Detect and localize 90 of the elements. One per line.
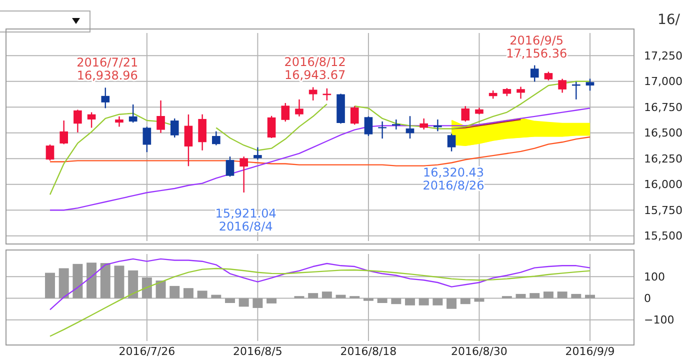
candlestick: [295, 98, 304, 118]
candlestick: [308, 86, 318, 102]
x-tick-label: 2016/7/26: [118, 345, 176, 358]
candlestick: [447, 133, 456, 152]
candlestick: [240, 156, 248, 194]
bar: [252, 298, 263, 308]
candlestick: [516, 86, 525, 100]
candlestick: [198, 114, 206, 151]
bar: [405, 298, 415, 306]
bar: [418, 298, 429, 306]
y-tick-label: 100: [644, 270, 665, 284]
bar: [363, 298, 374, 301]
candlestick: [254, 146, 262, 160]
candlestick: [530, 64, 539, 82]
y-tick-label: −100: [644, 314, 674, 327]
bar: [156, 280, 166, 298]
candlestick: [281, 102, 290, 122]
annotation: 16,320.43 2016/8/26: [422, 165, 484, 192]
annotation: 2016/9/5 17,156.36: [506, 33, 568, 60]
bar: [72, 264, 83, 298]
candlestick: [461, 106, 470, 122]
y-tick-label: 15,500: [644, 230, 682, 243]
bar: [557, 292, 568, 298]
bar: [58, 268, 69, 298]
text: 16/: [657, 12, 680, 28]
x-tick-label: 2016/8/30: [451, 345, 508, 358]
candlestick: [170, 118, 179, 138]
bar: [238, 298, 249, 307]
bar: [571, 294, 582, 298]
candlestick: [74, 109, 82, 133]
annotation: 2016/7/21 16,938.96: [76, 56, 138, 83]
candlestick: [101, 87, 110, 109]
candlestick: [115, 116, 124, 128]
y-tick-label: 16,500: [644, 126, 682, 140]
bar: [516, 294, 526, 298]
candlestick: [226, 156, 234, 178]
bar: [170, 286, 180, 298]
candlestick: [586, 78, 594, 92]
candlestick: [212, 130, 220, 146]
candlestick: [267, 115, 276, 139]
bar: [391, 298, 402, 304]
bar: [322, 292, 332, 298]
candlestick: [128, 104, 138, 124]
y-tick-label: 16,000: [644, 178, 682, 192]
bar: [211, 294, 222, 298]
bar: [183, 288, 194, 298]
annotation: 15,921.04 2016/8/4: [215, 206, 276, 234]
candlestick: [156, 100, 165, 134]
x-tick-label: 2016/9/9: [565, 345, 615, 358]
bar: [45, 272, 55, 298]
bar: [225, 298, 235, 304]
candlestick: [406, 115, 414, 140]
bar: [377, 298, 388, 304]
bar: [585, 294, 595, 298]
y-tick-label: 16,250: [644, 152, 682, 166]
y-tick-label: 15,750: [644, 204, 682, 217]
candlestick: [350, 106, 359, 126]
bar: [530, 293, 540, 298]
x-tick-label: 2016/8/5: [232, 345, 282, 358]
bar: [100, 263, 110, 298]
y-tick-label: 16,750: [644, 100, 682, 114]
bar: [114, 266, 124, 298]
bar: [266, 298, 277, 304]
line-series: [450, 118, 522, 130]
annotation: 2016/8/12 16,943.67: [284, 55, 346, 82]
y-tick-label: 17,000: [644, 75, 682, 88]
candlestick: [420, 118, 428, 130]
candlestick: [60, 120, 68, 145]
x-tick-label: 2016/8/18: [340, 345, 397, 358]
candlestick: [184, 114, 193, 167]
bar: [197, 290, 208, 298]
y-tick-label: 0: [644, 292, 651, 306]
line-series: [49, 268, 591, 337]
line-series: [49, 258, 591, 310]
bar: [460, 298, 470, 304]
bar: [446, 298, 457, 309]
bar: [432, 298, 443, 306]
bar: [336, 294, 346, 298]
candlestick: [46, 144, 54, 162]
bar: [128, 270, 138, 298]
candlestick: [142, 126, 152, 153]
candlestick: [392, 118, 400, 130]
bar: [543, 292, 554, 298]
bar: [86, 262, 97, 298]
y-tick-label: 17,250: [644, 50, 682, 63]
candlestick: [87, 112, 96, 128]
bar: [308, 293, 318, 298]
bar: [142, 278, 152, 298]
candlestick: [364, 116, 373, 137]
candlestick: [558, 78, 566, 94]
